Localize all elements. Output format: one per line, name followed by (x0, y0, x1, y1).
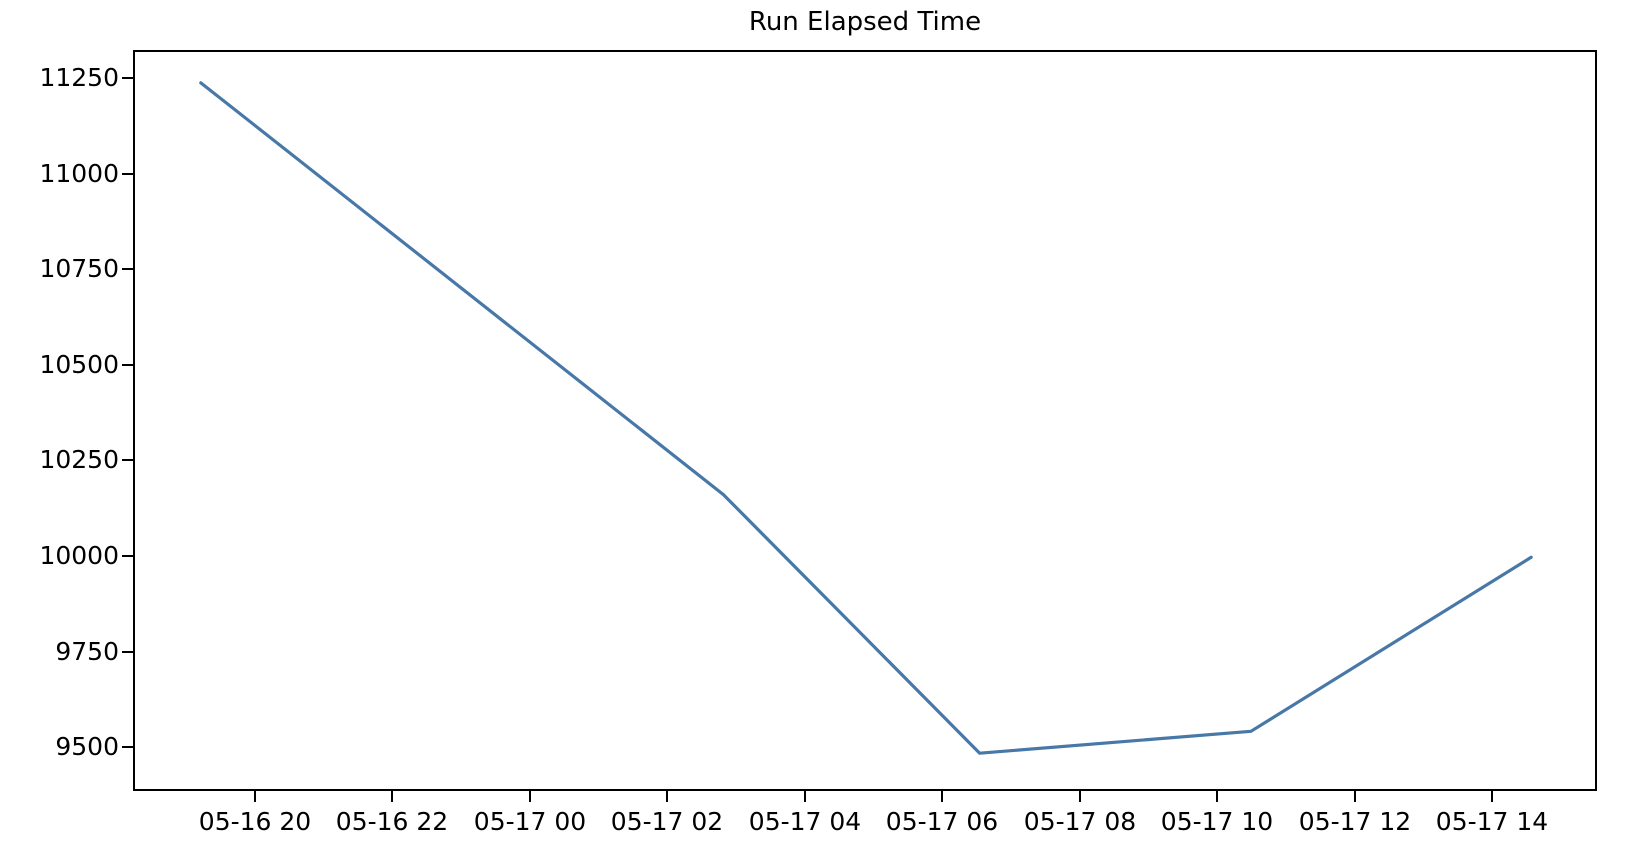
y-tick-mark (122, 363, 133, 366)
x-tick-mark (1216, 791, 1218, 802)
x-tick-label: 05-17 06 (885, 807, 999, 836)
x-tick-mark (941, 791, 943, 802)
line-chart-svg (199, 81, 1533, 755)
x-axis: 05-16 20 05-16 22 05-17 00 05-17 02 05-1… (0, 791, 1640, 868)
x-tick-mark (529, 791, 531, 802)
x-tick-mark (804, 791, 806, 802)
y-axis: 11250 11000 10750 10500 10250 10000 9750 (0, 0, 133, 868)
y-tick-label: 10500 (39, 349, 119, 379)
x-tick-label: 05-16 20 (198, 807, 312, 836)
y-tick-label: 9750 (55, 636, 119, 666)
plot-area (133, 50, 1597, 791)
x-tick-label: 05-17 12 (1298, 807, 1412, 836)
page-title: Run Elapsed Time (748, 7, 982, 37)
y-tick-label: 10250 (39, 445, 119, 475)
x-tick-mark (1079, 791, 1081, 802)
x-tick-label: 05-17 00 (473, 807, 587, 836)
x-tick-label: 05-17 02 (610, 807, 724, 836)
y-tick-label: 9500 (55, 732, 119, 762)
x-tick-label: 05-17 04 (748, 807, 862, 836)
y-tick-mark (122, 746, 133, 749)
x-tick-mark (1354, 791, 1356, 802)
x-tick-label: 05-17 08 (1023, 807, 1137, 836)
y-tick-mark (122, 77, 133, 79)
y-tick-mark (122, 172, 133, 175)
y-tick-label: 10750 (39, 254, 119, 284)
x-tick-mark (254, 791, 256, 802)
y-tick-label: 10000 (39, 541, 119, 570)
y-tick-mark (122, 555, 133, 557)
x-tick-label: 05-16 22 (335, 807, 449, 836)
data-series-line (199, 81, 1533, 755)
x-tick-label: 05-17 10 (1160, 807, 1274, 836)
x-tick-mark (1491, 791, 1493, 802)
y-tick-label: 11000 (39, 158, 119, 188)
y-tick-mark (122, 650, 133, 653)
x-tick-mark (666, 791, 668, 802)
y-tick-mark (122, 268, 133, 271)
y-tick-mark (122, 459, 133, 462)
y-tick-label: 11250 (39, 63, 119, 92)
x-tick-label: 05-17 14 (1435, 807, 1549, 836)
x-tick-mark (391, 791, 393, 802)
